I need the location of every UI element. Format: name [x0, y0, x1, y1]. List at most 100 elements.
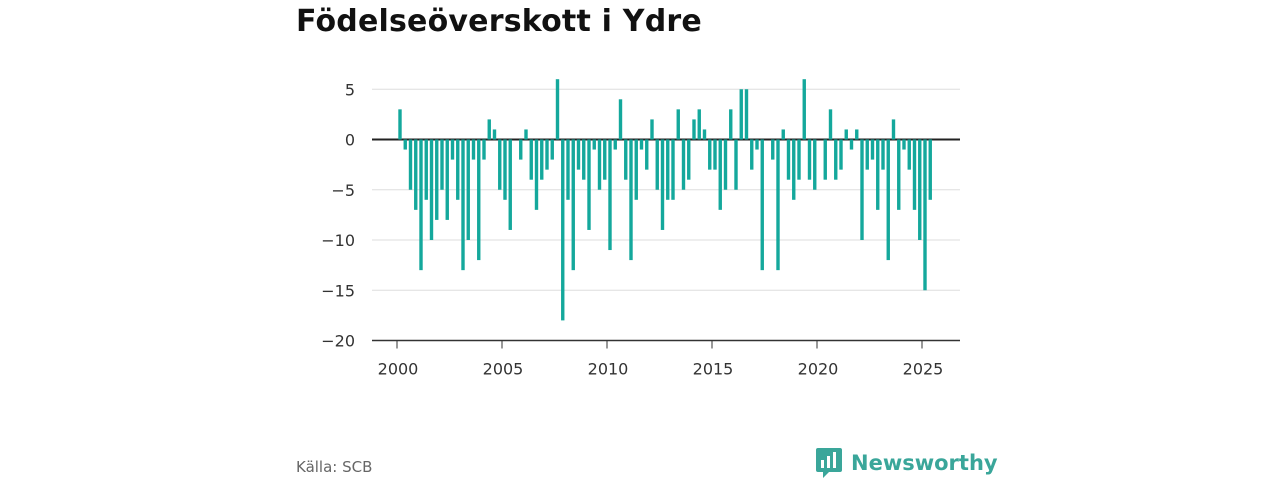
- bar: [739, 89, 743, 140]
- bar: [519, 139, 523, 160]
- newsworthy-icon: [816, 448, 842, 478]
- bar: [781, 129, 785, 140]
- bar: [786, 139, 791, 180]
- bar: [482, 139, 486, 160]
- bar: [776, 139, 780, 271]
- bar: [681, 139, 686, 190]
- y-tick-label: −15: [321, 281, 355, 300]
- bar: [860, 139, 864, 240]
- bar: [655, 139, 659, 190]
- bar: [608, 139, 612, 251]
- bars: [398, 79, 932, 321]
- bar: [435, 139, 439, 220]
- bar: [713, 139, 717, 170]
- bar: [456, 139, 460, 200]
- bar: [419, 139, 423, 271]
- bar: [429, 139, 434, 240]
- brand-logo: Newsworthy: [815, 447, 998, 479]
- bar: [629, 139, 633, 261]
- bar: [844, 129, 848, 140]
- bar: [398, 109, 402, 140]
- bar: [634, 139, 638, 200]
- x-tick-label: 2015: [693, 360, 734, 379]
- bar: [687, 139, 691, 180]
- bar: [744, 89, 749, 140]
- bar: [571, 139, 575, 271]
- y-tick-label: −10: [321, 231, 355, 250]
- bar: [870, 139, 875, 160]
- bar: [424, 139, 428, 200]
- bar: [639, 139, 644, 150]
- gridlines: [372, 88, 960, 342]
- bar: [603, 139, 607, 180]
- bar: [792, 139, 796, 200]
- bar: [723, 139, 728, 190]
- bar: [561, 139, 565, 321]
- bar: [676, 109, 680, 140]
- bar: [445, 139, 449, 220]
- bar: [414, 139, 418, 210]
- bar: [461, 139, 465, 271]
- bar: [802, 79, 806, 140]
- bar: [876, 139, 880, 210]
- bar: [734, 139, 738, 190]
- bar: [750, 139, 754, 170]
- bar: [897, 139, 901, 210]
- bar: [524, 129, 528, 140]
- source-label: Källa: SCB: [296, 458, 373, 476]
- bar: [487, 119, 491, 140]
- bar: [576, 139, 581, 170]
- bar: [540, 139, 544, 180]
- bar: [891, 119, 896, 140]
- brand-name: Newsworthy: [851, 451, 998, 475]
- x-axis: 2000 2005 2010 2015 2020 2025: [378, 340, 943, 379]
- bar: [534, 139, 539, 210]
- bar: [645, 139, 649, 170]
- bar: [671, 139, 675, 200]
- bar: [755, 139, 759, 150]
- bar: [834, 139, 838, 180]
- bar: [566, 139, 570, 200]
- bar: [771, 139, 775, 160]
- bar: [849, 139, 854, 150]
- bar: [618, 99, 623, 140]
- bar: [660, 139, 665, 230]
- y-axis: 5 0 −5 −10 −15 −20: [321, 80, 355, 350]
- bar: [839, 139, 843, 170]
- bar: [624, 139, 628, 180]
- bar: [582, 139, 586, 180]
- bar: [403, 139, 407, 150]
- bar: [477, 139, 481, 261]
- bar: [912, 139, 917, 210]
- bar: [813, 139, 817, 190]
- bar: [555, 79, 560, 140]
- chart-title: Födelseöverskott i Ydre: [296, 4, 702, 39]
- bar: [508, 139, 512, 230]
- bar: [692, 119, 696, 140]
- bar: [466, 139, 470, 240]
- bar: [729, 109, 733, 140]
- bar: [907, 139, 911, 170]
- bar: [550, 139, 554, 160]
- bar: [760, 139, 764, 271]
- bar: [440, 139, 444, 190]
- y-tick-label: −20: [321, 332, 355, 351]
- bar: [529, 139, 533, 180]
- x-tick-label: 2000: [378, 360, 419, 379]
- y-tick-label: 5: [345, 80, 355, 99]
- bar: [408, 139, 413, 190]
- chart: 5 0 −5 −10 −15 −20 2000 2005 2010 2015 2020 2025: [321, 79, 960, 379]
- bar: [865, 139, 869, 170]
- bar: [823, 139, 827, 180]
- bar: [855, 129, 859, 140]
- bar: [503, 139, 507, 200]
- y-tick-label: 0: [345, 131, 355, 150]
- bar: [807, 139, 812, 180]
- x-tick-label: 2010: [588, 360, 629, 379]
- bar: [471, 139, 476, 160]
- bar: [881, 139, 885, 170]
- bar: [492, 129, 497, 140]
- bar: [650, 119, 654, 140]
- bar: [886, 139, 890, 261]
- bar: [718, 139, 722, 210]
